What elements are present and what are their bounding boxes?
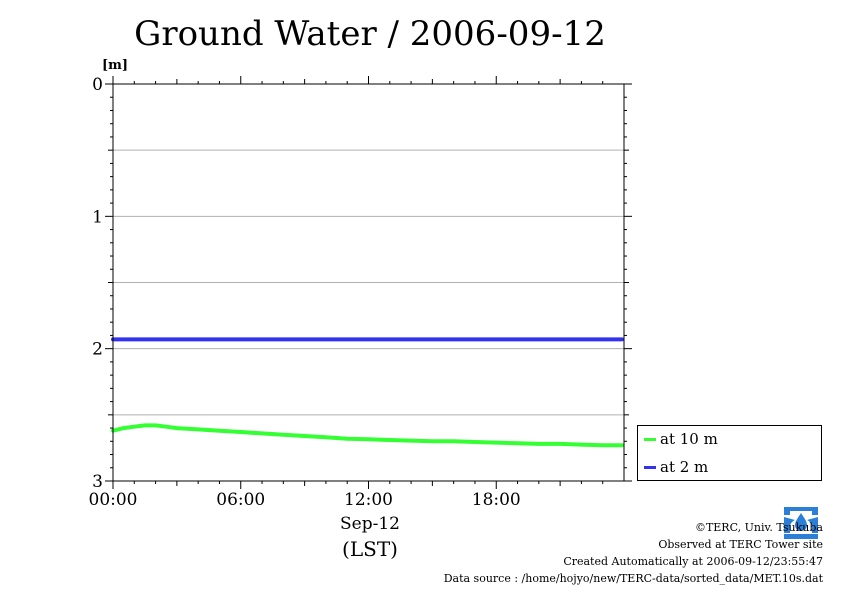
grid-lines [113,149,624,416]
x-tick-label: 00:00 [89,490,138,510]
legend: at 10 m at 2 m [637,425,822,481]
series-lines [111,337,624,448]
created-text: Created Automatically at 2006-09-12/23:5… [563,555,823,568]
observed-text: Observed at TERC Tower site [658,538,823,551]
x-timezone-label: (LST) [342,537,398,561]
x-date-label: Sep-12 [340,514,400,534]
x-tick-label: 06:00 [216,490,265,510]
legend-item-10m: at 10 m [644,429,718,449]
series-line-10m [111,423,624,448]
y-tick-label: 1 [92,207,103,227]
y-tick-label: 3 [92,472,103,492]
y-tick-label: 0 [92,75,103,95]
legend-swatch-2m [644,465,656,469]
chart-title: Ground Water / 2006-09-12 [134,14,606,54]
source-text: Data source : /home/hojyo/new/TERC-data/… [443,572,823,585]
copyright-text: ©TERC, Univ. Tsukuba [694,521,823,534]
credits-block: ©TERC, Univ. Tsukuba Observed at TERC To… [444,519,823,587]
x-tick-label: 18:00 [472,490,521,510]
legend-item-2m: at 2 m [644,457,708,477]
axis-ticks: 0 1 2 300:00 06:00 12:00 18:00 [89,75,632,510]
x-tick-label: 12:00 [344,490,393,510]
y-tick-label: 2 [92,340,103,360]
legend-label-2m: at 2 m [660,458,709,476]
legend-label-10m: at 10 m [660,430,718,448]
legend-swatch-10m [644,437,656,441]
terc-logo [782,503,820,539]
y-unit-label: [m] [102,58,128,73]
